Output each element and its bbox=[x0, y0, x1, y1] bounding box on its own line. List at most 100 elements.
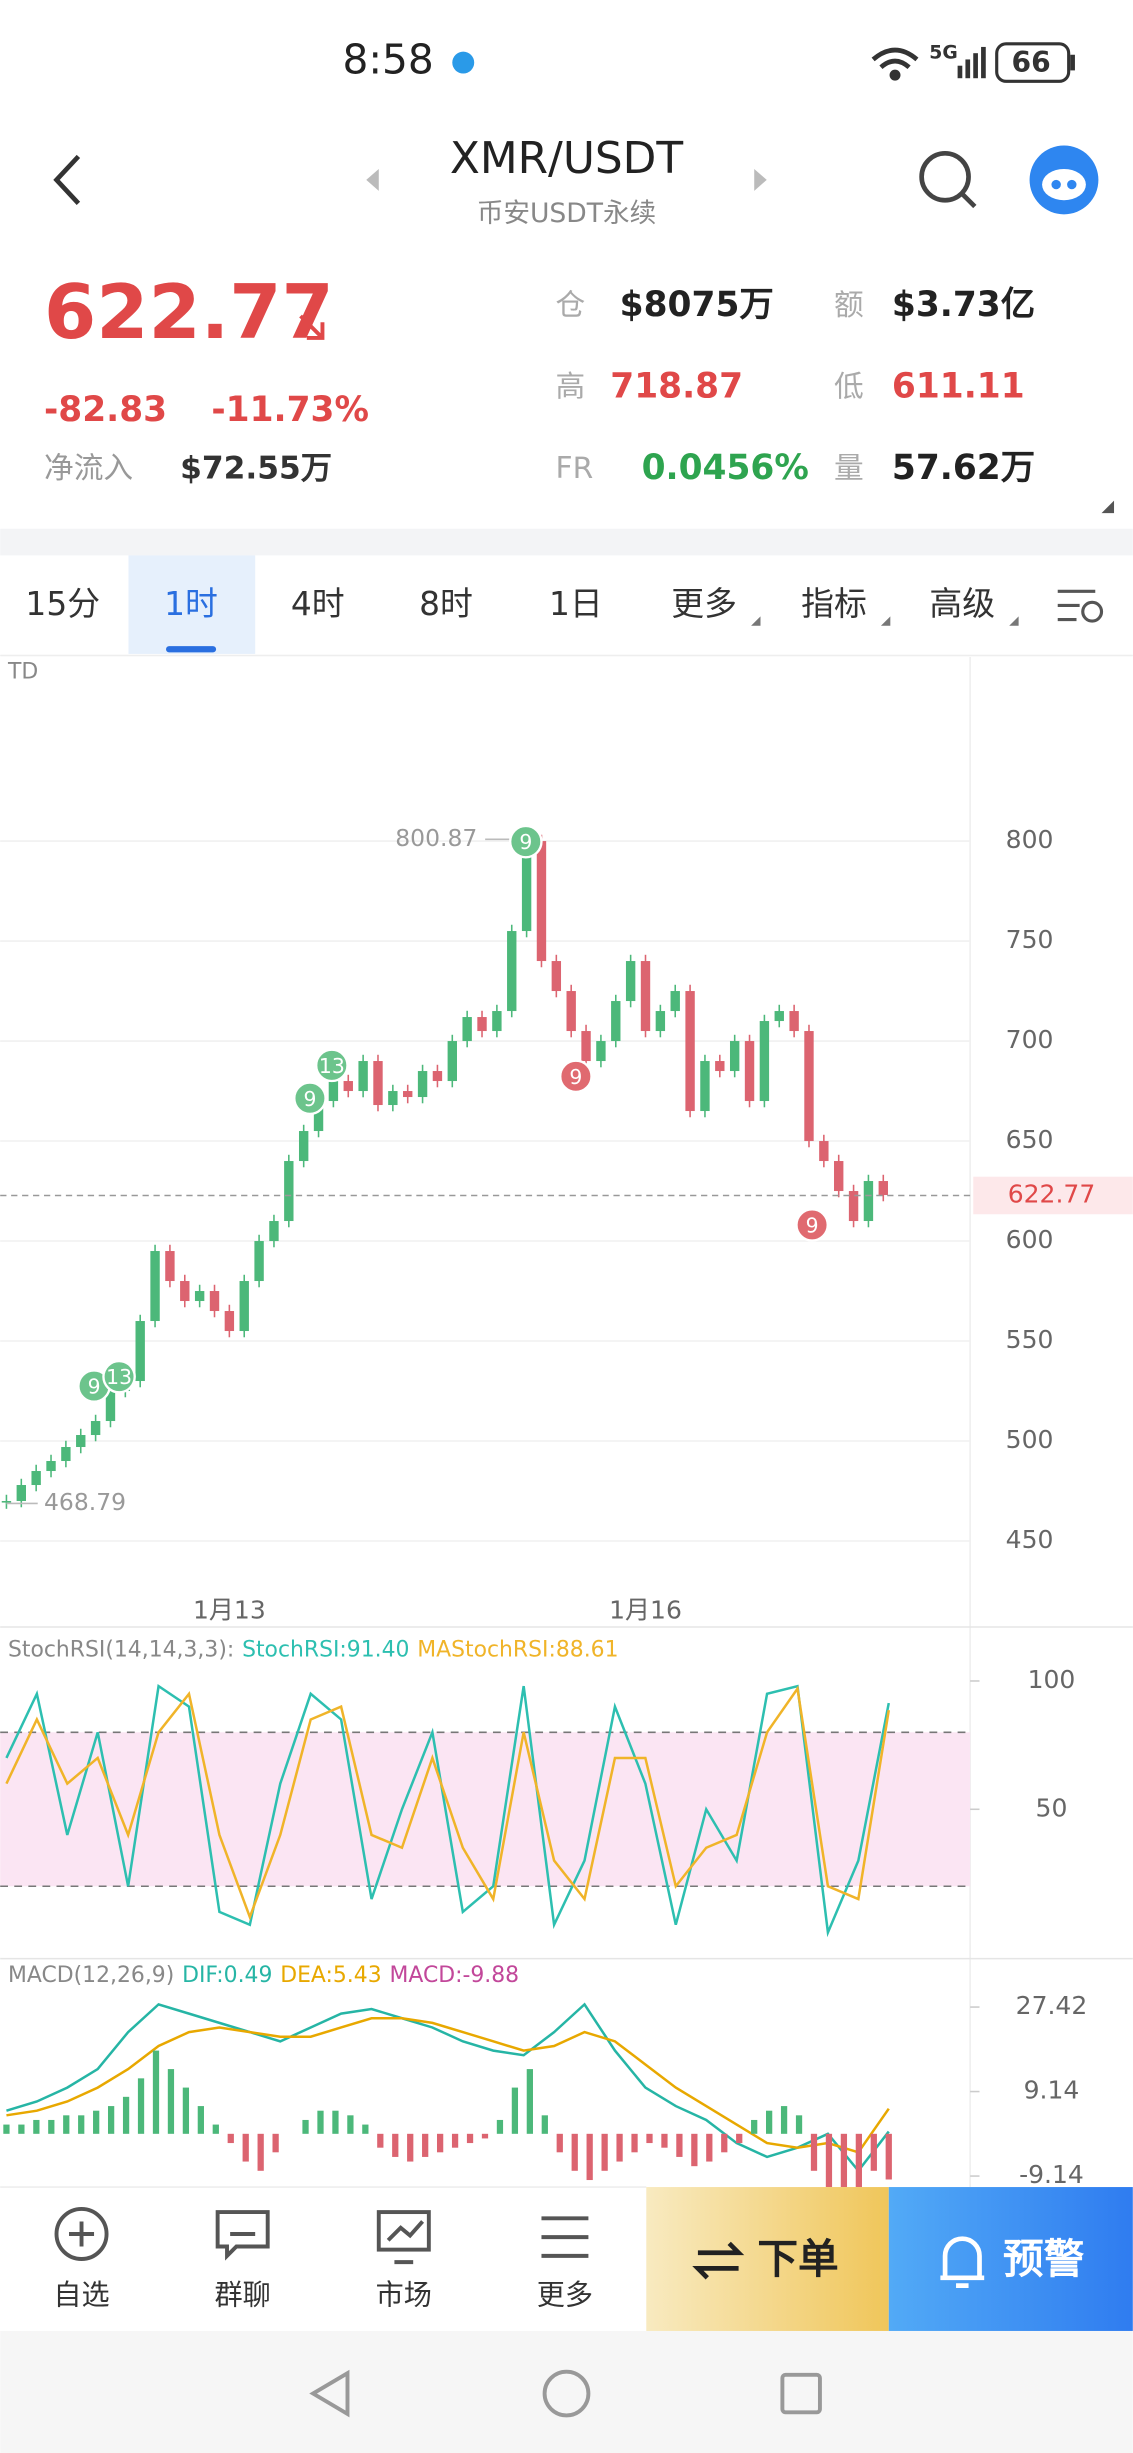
tab[interactable]: 15分 bbox=[25, 585, 100, 623]
price-arrow bbox=[299, 314, 325, 340]
net-inflow-label: 净流入 bbox=[44, 451, 133, 486]
histogram-bar bbox=[347, 2115, 354, 2134]
histogram-bar bbox=[33, 2119, 40, 2134]
stat-label: 额 bbox=[834, 288, 864, 323]
candle bbox=[284, 1161, 294, 1222]
settings-icon[interactable] bbox=[1057, 589, 1104, 623]
pair-title: XMR/USDT bbox=[450, 133, 684, 184]
histogram-bar bbox=[227, 2133, 234, 2144]
histogram-bar bbox=[377, 2133, 384, 2148]
histogram-bar bbox=[541, 2115, 548, 2134]
histogram-bar bbox=[197, 2106, 204, 2134]
histogram-bar bbox=[407, 2133, 414, 2162]
candle bbox=[254, 1241, 264, 1282]
histogram-bar bbox=[212, 2124, 219, 2134]
search-button[interactable] bbox=[919, 150, 977, 209]
tab[interactable]: 8时 bbox=[419, 585, 473, 623]
candle bbox=[343, 1081, 353, 1092]
stat-value: 611.11 bbox=[892, 366, 1025, 406]
candle bbox=[1, 1501, 12, 1503]
histogram-bar bbox=[242, 2133, 249, 2162]
candle bbox=[878, 1181, 888, 1196]
candle bbox=[611, 1001, 621, 1042]
histogram-bar bbox=[496, 2119, 504, 2134]
stat-value: 0.0456% bbox=[642, 448, 809, 488]
stat-value: 718.87 bbox=[610, 366, 743, 406]
candle bbox=[180, 1281, 190, 1302]
histogram-bar bbox=[451, 2133, 459, 2148]
td-label: 9 bbox=[569, 1065, 582, 1089]
y-tick-label: 600 bbox=[1006, 1225, 1054, 1254]
y-tick-label: 650 bbox=[1006, 1125, 1054, 1154]
x-tick-label: 1月16 bbox=[609, 1595, 682, 1624]
candle bbox=[328, 1081, 339, 1102]
nav-label[interactable]: 市场 bbox=[376, 2279, 432, 2312]
histogram-bar bbox=[616, 2133, 623, 2162]
y-tick-label: 750 bbox=[1006, 925, 1054, 954]
alert-button[interactable] bbox=[888, 2187, 1133, 2331]
histogram-bar bbox=[601, 2133, 608, 2171]
legend-entry: StochRSI:91.40 bbox=[242, 1637, 409, 1662]
y-tick-label: -9.14 bbox=[1019, 2160, 1084, 2189]
candle bbox=[566, 991, 576, 1032]
avatar[interactable] bbox=[1029, 145, 1099, 215]
td-label: 9 bbox=[519, 830, 532, 854]
expand-corner[interactable] bbox=[1101, 500, 1115, 514]
histogram-bar bbox=[631, 2133, 638, 2153]
td-badge bbox=[293, 1081, 327, 1116]
candle bbox=[135, 1321, 145, 1382]
prev-symbol[interactable] bbox=[366, 168, 379, 191]
y-tick-label: 100 bbox=[1028, 1665, 1076, 1694]
battery-level: 66 bbox=[1012, 46, 1051, 79]
candle bbox=[105, 1391, 116, 1422]
price-change-pct: -11.73% bbox=[211, 390, 369, 430]
tab[interactable]: 4时 bbox=[291, 585, 345, 623]
histogram-bar bbox=[870, 2133, 877, 2171]
legend-entry: DIF:0.49 bbox=[182, 1963, 272, 1988]
next-symbol[interactable] bbox=[754, 168, 767, 191]
nav-label[interactable]: 自选 bbox=[53, 2279, 109, 2312]
histogram-bar bbox=[736, 2133, 743, 2144]
candle bbox=[90, 1421, 101, 1436]
signal-icon bbox=[957, 46, 986, 79]
histogram-bar bbox=[422, 2133, 429, 2157]
histogram-bar bbox=[137, 2078, 145, 2134]
tab[interactable]: 指标 bbox=[801, 585, 867, 623]
candle bbox=[462, 1017, 472, 1042]
legend-entry: MACD:-9.88 bbox=[389, 1963, 519, 1988]
back-button[interactable] bbox=[53, 154, 81, 205]
tab[interactable]: 1日 bbox=[549, 585, 603, 623]
net-inflow: $72.55万 bbox=[180, 450, 332, 486]
clock: 8:58 bbox=[343, 36, 434, 84]
candle bbox=[700, 1061, 710, 1112]
td-label: 13 bbox=[106, 1365, 132, 1389]
histogram-bar bbox=[556, 2133, 563, 2153]
tab[interactable]: 1时 bbox=[164, 585, 218, 623]
histogram-bar bbox=[840, 2133, 848, 2188]
stat-value: 57.62万 bbox=[892, 448, 1035, 488]
histogram-bar bbox=[122, 2096, 130, 2134]
histogram-bar bbox=[885, 2133, 892, 2180]
candle bbox=[447, 1041, 457, 1082]
plot bbox=[5, 1683, 891, 1938]
bottom-nav bbox=[0, 2187, 647, 2331]
stat-label: 低 bbox=[834, 369, 864, 404]
indicator-legend: StochRSI(14,14,3,3): StochRSI:91.40 MAStoc… bbox=[8, 1637, 619, 1662]
tab[interactable]: 更多 bbox=[671, 585, 737, 623]
histogram-bar bbox=[691, 2133, 698, 2167]
td-label: 9 bbox=[303, 1087, 316, 1111]
indicator-line bbox=[6, 2002, 890, 2173]
order-button[interactable] bbox=[646, 2187, 889, 2331]
nav-label[interactable]: 更多 bbox=[537, 2279, 593, 2312]
candle bbox=[194, 1291, 205, 1302]
stat-value: $3.73亿 bbox=[892, 285, 1035, 325]
candle bbox=[150, 1251, 160, 1322]
nav-label[interactable]: 群聊 bbox=[215, 2279, 271, 2312]
histogram-bar bbox=[825, 2133, 833, 2188]
y-tick-label: 800 bbox=[1006, 825, 1054, 854]
pair-subtitle: 币安USDT永续 bbox=[477, 198, 656, 229]
tab[interactable]: 高级 bbox=[929, 585, 995, 623]
order-label[interactable]: 下单 bbox=[757, 2235, 838, 2283]
alert-label[interactable]: 预警 bbox=[1003, 2235, 1085, 2283]
